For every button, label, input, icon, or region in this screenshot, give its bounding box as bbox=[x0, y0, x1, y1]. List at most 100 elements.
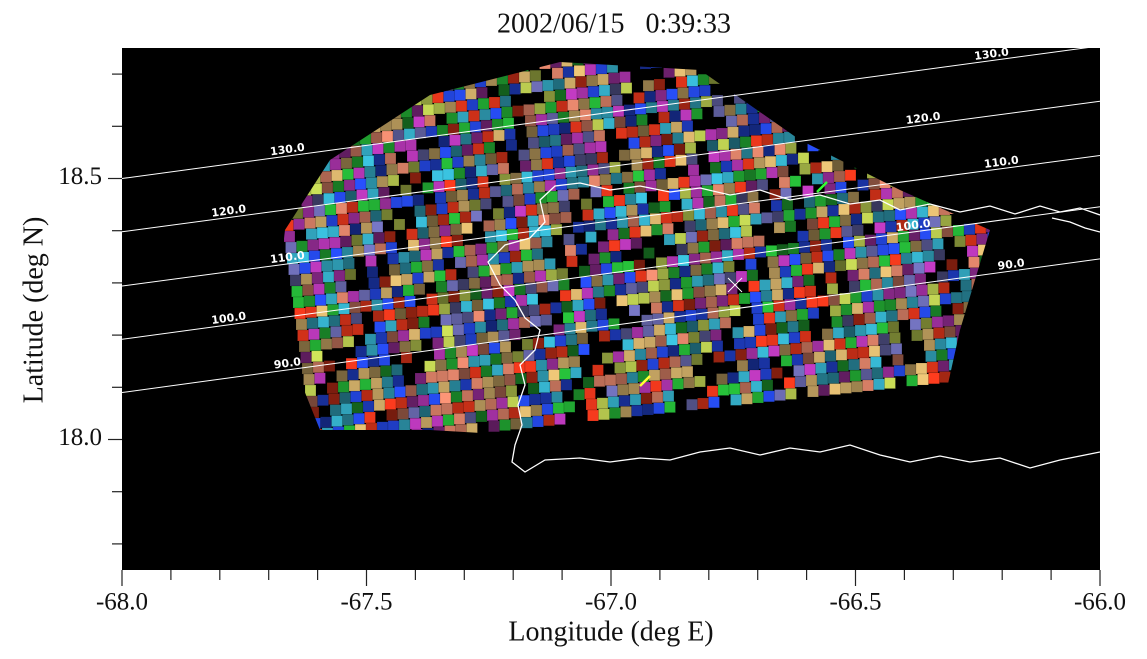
radar-cell bbox=[349, 213, 360, 224]
radar-cell bbox=[610, 329, 621, 340]
radar-cell bbox=[687, 321, 698, 332]
radar-cell bbox=[679, 344, 690, 355]
radar-cell bbox=[744, 2, 755, 13]
radar-cell bbox=[736, 271, 747, 282]
radar-cell bbox=[819, 307, 830, 318]
radar-cell bbox=[808, 386, 819, 397]
radar-cell bbox=[918, 374, 929, 385]
radar-cell bbox=[896, 298, 907, 309]
radar-cell bbox=[599, 331, 610, 342]
radar-cell bbox=[573, 300, 584, 311]
radar-cell bbox=[451, 224, 462, 235]
radar-cell bbox=[304, 374, 315, 385]
radar-cell bbox=[720, 396, 731, 407]
radar-cell bbox=[693, 365, 704, 376]
radar-cell bbox=[473, 389, 484, 400]
radar-cell bbox=[925, 262, 936, 273]
radar-cell bbox=[441, 314, 452, 325]
radar-cell bbox=[514, 117, 525, 128]
radar-cell bbox=[541, 69, 552, 80]
radar-cell bbox=[648, 113, 659, 124]
radar-cell bbox=[717, 295, 728, 306]
radar-cell bbox=[868, 257, 879, 268]
radar-cell bbox=[699, 242, 710, 253]
radar-cell bbox=[440, 147, 451, 158]
radar-cell bbox=[824, 340, 835, 351]
radar-cell bbox=[466, 256, 477, 267]
radar-cell bbox=[586, 399, 597, 410]
radar-cell bbox=[567, 256, 578, 267]
radar-cell bbox=[755, 325, 766, 336]
radar-cell bbox=[562, 223, 573, 234]
radar-cell bbox=[627, 127, 638, 138]
radar-cell bbox=[752, 303, 763, 314]
radar-cell bbox=[618, 306, 629, 317]
radar-cell bbox=[506, 140, 517, 151]
radar-cell bbox=[345, 347, 356, 358]
radar-cell bbox=[698, 74, 709, 85]
radar-cell bbox=[801, 175, 812, 186]
radar-cell bbox=[456, 346, 467, 357]
radar-cell bbox=[294, 219, 305, 230]
radar-cell bbox=[568, 345, 579, 356]
radar-cell bbox=[901, 7, 912, 18]
radar-cell bbox=[696, 387, 707, 398]
radar-cell bbox=[761, 291, 772, 302]
radar-cell bbox=[404, 129, 415, 140]
radar-cell bbox=[608, 229, 619, 240]
radar-cell bbox=[532, 249, 543, 260]
radar-cell bbox=[377, 176, 388, 187]
radar-cell bbox=[404, 207, 415, 218]
radar-cell bbox=[309, 329, 320, 340]
radar-cell bbox=[475, 154, 486, 165]
radar-cell bbox=[695, 130, 706, 141]
radar-cell bbox=[572, 211, 583, 222]
radar-cell bbox=[540, 304, 551, 315]
radar-cell bbox=[541, 393, 552, 404]
radar-cell bbox=[414, 116, 425, 127]
radar-cell bbox=[714, 352, 725, 363]
radar-cell bbox=[698, 320, 709, 331]
radar-cell bbox=[550, 381, 561, 392]
radar-cell bbox=[453, 324, 464, 335]
radar-cell bbox=[375, 243, 386, 254]
radar-cell bbox=[381, 287, 392, 298]
radar-cell bbox=[427, 215, 438, 226]
radar-cell bbox=[728, 127, 739, 138]
radar-cell bbox=[701, 96, 712, 107]
radar-cell bbox=[533, 92, 544, 103]
radar-cell bbox=[395, 308, 406, 319]
radar-cell bbox=[385, 153, 396, 164]
radar-cell bbox=[517, 139, 528, 150]
radar-cell bbox=[887, 310, 898, 321]
radar-cell bbox=[890, 332, 901, 343]
radar-cell bbox=[732, 160, 743, 171]
radar-cell bbox=[701, 342, 712, 353]
radar-cell bbox=[450, 380, 461, 391]
radar-cell bbox=[585, 310, 596, 321]
radar-cell bbox=[326, 372, 337, 383]
radar-cell bbox=[643, 326, 654, 337]
radar-cell bbox=[646, 348, 657, 359]
radar-cell bbox=[613, 351, 624, 362]
radar-cell bbox=[454, 413, 465, 424]
radar-cell bbox=[753, 146, 764, 157]
radar-cell bbox=[396, 230, 407, 241]
radar-cell bbox=[520, 406, 531, 417]
radar-cell bbox=[618, 384, 629, 395]
radar-cell bbox=[459, 201, 470, 212]
radar-cell bbox=[657, 101, 668, 112]
radar-cell bbox=[737, 193, 748, 204]
radar-cell bbox=[944, 0, 955, 3]
radar-cell bbox=[678, 255, 689, 266]
radar-cell bbox=[682, 366, 693, 377]
radar-cell bbox=[375, 322, 386, 333]
radar-cell bbox=[937, 26, 948, 37]
radar-cell bbox=[619, 395, 630, 406]
radar-cell bbox=[733, 249, 744, 260]
radar-cell bbox=[934, 4, 945, 15]
radar-cell bbox=[476, 411, 487, 422]
radar-cell bbox=[924, 340, 935, 351]
radar-cell bbox=[874, 379, 885, 390]
radar-cell bbox=[610, 162, 621, 173]
